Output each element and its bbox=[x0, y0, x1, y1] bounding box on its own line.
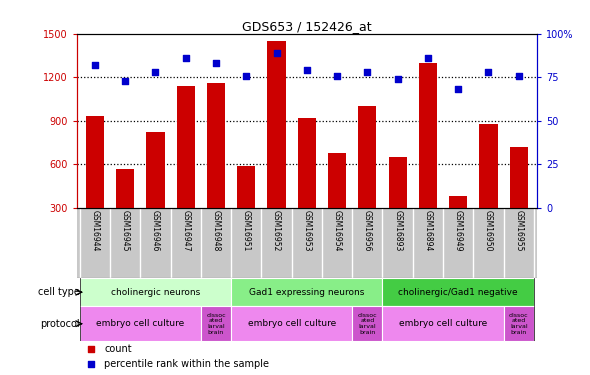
Text: GSM16956: GSM16956 bbox=[363, 210, 372, 252]
Point bbox=[393, 76, 402, 82]
Bar bbox=[479, 124, 497, 251]
Text: cholinergic/Gad1 negative: cholinergic/Gad1 negative bbox=[398, 288, 518, 297]
Text: embryo cell culture: embryo cell culture bbox=[96, 319, 185, 328]
Bar bbox=[510, 147, 528, 251]
Point bbox=[332, 72, 342, 78]
Text: GSM16946: GSM16946 bbox=[151, 210, 160, 252]
Text: GSM16952: GSM16952 bbox=[272, 210, 281, 251]
Text: GSM16947: GSM16947 bbox=[181, 210, 190, 252]
Point bbox=[86, 346, 95, 352]
Text: dissoc
ated
larval
brain: dissoc ated larval brain bbox=[358, 312, 377, 335]
Point bbox=[90, 62, 100, 68]
Bar bbox=[231, 278, 382, 306]
Text: cholinergic neurons: cholinergic neurons bbox=[111, 288, 200, 297]
Bar bbox=[176, 86, 195, 251]
Bar bbox=[449, 196, 467, 251]
Text: protocol: protocol bbox=[40, 319, 80, 329]
Bar bbox=[419, 63, 437, 251]
Bar bbox=[201, 306, 231, 341]
Bar bbox=[146, 132, 165, 251]
Text: GSM16950: GSM16950 bbox=[484, 210, 493, 252]
Text: embryo cell culture: embryo cell culture bbox=[248, 319, 336, 328]
Point bbox=[272, 50, 281, 56]
Bar bbox=[86, 117, 104, 251]
Title: GDS653 / 152426_at: GDS653 / 152426_at bbox=[242, 20, 372, 33]
Bar bbox=[389, 157, 407, 251]
Text: dissoc
ated
larval
brain: dissoc ated larval brain bbox=[206, 312, 226, 335]
Bar bbox=[328, 153, 346, 251]
Text: GSM16945: GSM16945 bbox=[120, 210, 130, 252]
Text: GSM16953: GSM16953 bbox=[302, 210, 312, 252]
Point bbox=[241, 72, 251, 78]
Point bbox=[484, 69, 493, 75]
Point bbox=[423, 55, 432, 61]
Bar bbox=[237, 166, 255, 251]
Point bbox=[454, 87, 463, 93]
Text: GSM16894: GSM16894 bbox=[424, 210, 432, 251]
Point bbox=[363, 69, 372, 75]
Bar bbox=[358, 106, 376, 251]
Text: cell type: cell type bbox=[38, 287, 80, 297]
Text: GSM16949: GSM16949 bbox=[454, 210, 463, 252]
Point bbox=[150, 69, 160, 75]
Bar bbox=[80, 306, 201, 341]
Bar bbox=[116, 169, 134, 251]
Text: GSM16954: GSM16954 bbox=[333, 210, 342, 252]
Point bbox=[181, 55, 191, 61]
Bar bbox=[80, 278, 231, 306]
Bar bbox=[504, 306, 534, 341]
Text: GSM16951: GSM16951 bbox=[242, 210, 251, 251]
Point bbox=[120, 78, 130, 84]
Text: percentile rank within the sample: percentile rank within the sample bbox=[104, 359, 269, 369]
Point bbox=[302, 68, 312, 74]
Text: GSM16955: GSM16955 bbox=[514, 210, 523, 252]
Bar bbox=[382, 306, 504, 341]
Text: embryo cell culture: embryo cell culture bbox=[399, 319, 487, 328]
Text: GSM16944: GSM16944 bbox=[90, 210, 99, 252]
Point bbox=[514, 72, 523, 78]
Text: count: count bbox=[104, 344, 132, 354]
Bar bbox=[207, 83, 225, 251]
Text: GSM16948: GSM16948 bbox=[211, 210, 221, 251]
Bar bbox=[298, 118, 316, 251]
Text: GSM16893: GSM16893 bbox=[393, 210, 402, 251]
Bar bbox=[352, 306, 382, 341]
Text: dissoc
ated
larval
brain: dissoc ated larval brain bbox=[509, 312, 529, 335]
Point bbox=[86, 361, 95, 367]
Bar bbox=[267, 41, 286, 251]
Point bbox=[211, 60, 221, 66]
Text: Gad1 expressing neurons: Gad1 expressing neurons bbox=[249, 288, 365, 297]
Bar bbox=[231, 306, 352, 341]
Bar bbox=[382, 278, 534, 306]
